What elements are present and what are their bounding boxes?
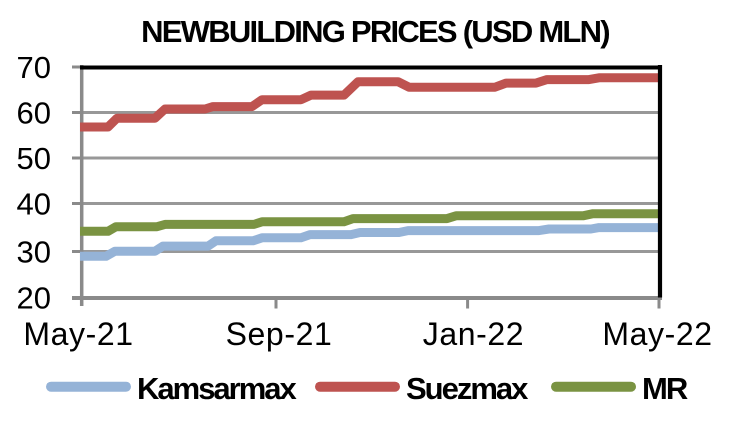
svg-text:Sep-21: Sep-21 [226,316,333,352]
svg-text:Jan-22: Jan-22 [423,316,524,352]
svg-text:40: 40 [17,187,51,222]
svg-text:May-21: May-21 [23,316,133,352]
svg-text:20: 20 [17,281,51,316]
svg-text:70: 70 [17,50,51,85]
svg-text:Suezmax: Suezmax [406,371,529,406]
svg-text:30: 30 [17,235,51,270]
svg-text:MR: MR [642,371,688,406]
svg-text:60: 60 [17,96,51,131]
svg-text:May-22: May-22 [602,316,712,352]
svg-text:NEWBUILDING PRICES (USD MLN): NEWBUILDING PRICES (USD MLN) [141,14,609,49]
svg-text:50: 50 [17,141,51,176]
svg-text:Kamsarmax: Kamsarmax [137,371,298,406]
